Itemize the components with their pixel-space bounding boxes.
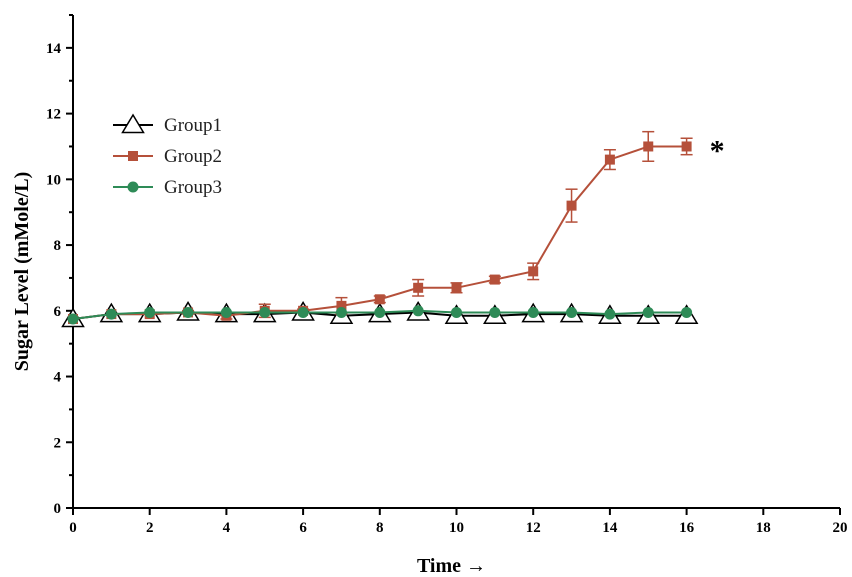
data-point bbox=[451, 282, 462, 293]
data-point bbox=[335, 306, 347, 318]
series-line bbox=[72, 145, 687, 321]
x-tick-label: 12 bbox=[526, 520, 541, 536]
y-axis-title: Sugar Level (mMole/L) bbox=[11, 172, 33, 372]
data-point bbox=[451, 306, 462, 318]
series-2 bbox=[68, 130, 693, 325]
x-tick-label: 10 bbox=[449, 520, 464, 536]
data-point bbox=[67, 313, 79, 325]
axes: 0 2 4 6 8 10 12 14 16 18 20 0 2 4 6 8 10 12 14 bbox=[46, 14, 848, 536]
data-point bbox=[681, 141, 692, 152]
x-tick-label: 16 bbox=[679, 520, 695, 536]
data-point bbox=[527, 306, 539, 318]
y-tick-label: 12 bbox=[46, 107, 61, 123]
data-point bbox=[412, 305, 424, 317]
x-tick-label: 18 bbox=[756, 520, 771, 536]
data-point bbox=[374, 306, 386, 318]
legend-marker bbox=[121, 113, 145, 134]
legend-label: Group3 bbox=[164, 177, 222, 198]
legend-label: Group1 bbox=[164, 115, 222, 136]
y-tick-label: 0 bbox=[54, 501, 62, 517]
legend: Group1 Group2 Group3 bbox=[113, 113, 222, 198]
x-tick-label: 0 bbox=[69, 520, 77, 536]
data-point bbox=[604, 308, 616, 320]
y-tick-label: 8 bbox=[54, 238, 62, 254]
data-point bbox=[182, 306, 194, 318]
series-3 bbox=[67, 305, 693, 325]
y-tick-label: 14 bbox=[46, 41, 62, 57]
legend-item: Group1 bbox=[113, 113, 222, 136]
y-tick-label: 10 bbox=[46, 172, 61, 188]
x-tick-label: 6 bbox=[299, 520, 307, 536]
data-point bbox=[105, 308, 117, 320]
y-tick-label: 2 bbox=[54, 435, 62, 451]
legend-marker bbox=[128, 151, 138, 161]
data-point bbox=[297, 306, 309, 318]
data-point bbox=[374, 294, 385, 305]
data-point bbox=[681, 306, 693, 318]
x-tick-label: 2 bbox=[146, 520, 154, 536]
x-tick-label: 4 bbox=[223, 520, 231, 536]
data-point bbox=[489, 306, 501, 318]
data-point bbox=[489, 274, 500, 285]
legend-label: Group2 bbox=[164, 146, 222, 167]
data-point bbox=[604, 154, 615, 165]
data-point bbox=[336, 300, 347, 311]
data-point bbox=[220, 306, 232, 318]
data-point bbox=[643, 141, 654, 152]
y-tick-label: 4 bbox=[54, 370, 62, 386]
legend-marker bbox=[127, 181, 139, 193]
x-tick-label: 20 bbox=[833, 520, 848, 536]
data-point bbox=[528, 266, 539, 277]
x-tick-label: 8 bbox=[376, 520, 384, 536]
data-point bbox=[259, 306, 271, 318]
y-tick-label: 6 bbox=[54, 304, 62, 320]
x-axis-title: Time → bbox=[417, 555, 486, 577]
x-tick-label: 14 bbox=[602, 520, 618, 536]
significance-marker: * bbox=[710, 134, 725, 167]
data-point bbox=[566, 200, 577, 211]
plot-area: * bbox=[61, 130, 725, 328]
legend-item: Group3 bbox=[113, 177, 222, 198]
data-point bbox=[566, 306, 578, 318]
data-point bbox=[642, 306, 654, 318]
legend-item: Group2 bbox=[113, 146, 222, 167]
data-point bbox=[144, 306, 156, 318]
data-point bbox=[413, 282, 424, 293]
